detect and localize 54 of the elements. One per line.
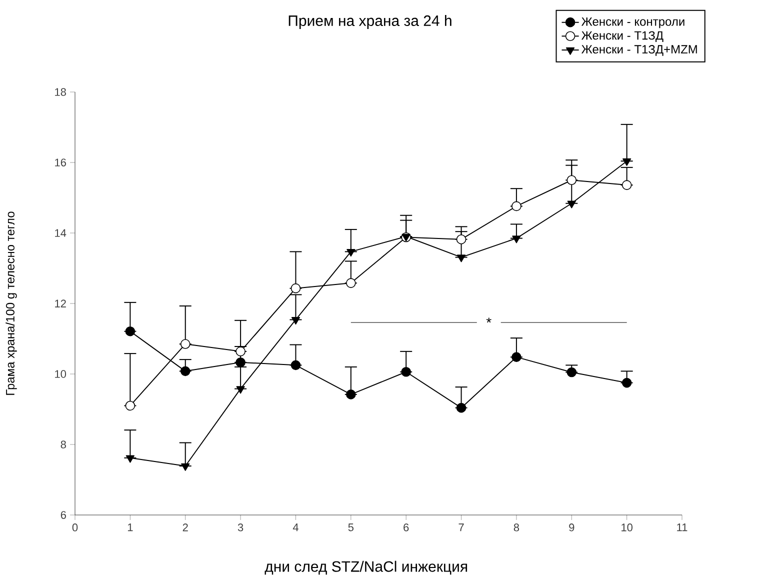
point (622, 180, 632, 190)
point (512, 236, 521, 244)
y-tick-label: 12 (55, 300, 66, 308)
point (512, 201, 522, 212)
point (622, 158, 632, 166)
point (125, 326, 136, 336)
y-tick-label: 16 (55, 158, 66, 166)
x-tick-label: 11 (677, 524, 688, 532)
point (346, 278, 356, 288)
x-tick-label: 4 (292, 524, 298, 532)
y-tick-label: 8 (60, 440, 66, 448)
legend-label: Женски - Т1ЗД (581, 31, 664, 42)
y-axis-title: Грама храна/100 g телесно тегло (6, 212, 17, 395)
point (566, 367, 577, 378)
point (456, 254, 466, 262)
point (622, 378, 632, 388)
point (236, 346, 246, 356)
x-tick-label: 7 (458, 524, 464, 532)
x-tick-label: 8 (514, 524, 520, 532)
y-tick-label: 18 (55, 88, 66, 96)
point (512, 352, 522, 362)
point (236, 357, 246, 368)
x-tick-label: 0 (72, 524, 78, 532)
point (456, 234, 466, 244)
point (180, 366, 190, 376)
x-tick-label: 10 (622, 524, 632, 532)
point (346, 249, 356, 257)
x-tick-label: 2 (182, 524, 188, 532)
point (291, 317, 300, 325)
point (401, 366, 411, 377)
legend-label: Женски - контроли (581, 17, 684, 28)
point (290, 283, 301, 294)
point (290, 360, 301, 370)
chart-title: Прием на храна за 24 h (288, 15, 452, 29)
point (180, 339, 190, 349)
point (456, 402, 466, 413)
x-tick-label: 3 (238, 524, 244, 532)
point (181, 463, 190, 471)
y-tick-label: 6 (60, 511, 66, 519)
y-tick-label: 14 (55, 229, 66, 237)
x-axis-title: дни след STZ/NaCl инжекция (264, 560, 468, 575)
point (125, 400, 136, 411)
x-tick-label: 1 (128, 524, 133, 532)
x-tick-label: 9 (569, 524, 574, 532)
annotation: * (486, 318, 492, 323)
x-tick-label: 6 (404, 524, 409, 532)
point (236, 386, 245, 394)
y-tick-label: 10 (55, 370, 66, 378)
point (567, 200, 576, 208)
x-tick-label: 5 (348, 524, 354, 532)
point (126, 455, 134, 463)
point (346, 390, 356, 400)
point (566, 175, 577, 186)
legend-label: Женски - Т1ЗД+MZM (581, 45, 697, 56)
